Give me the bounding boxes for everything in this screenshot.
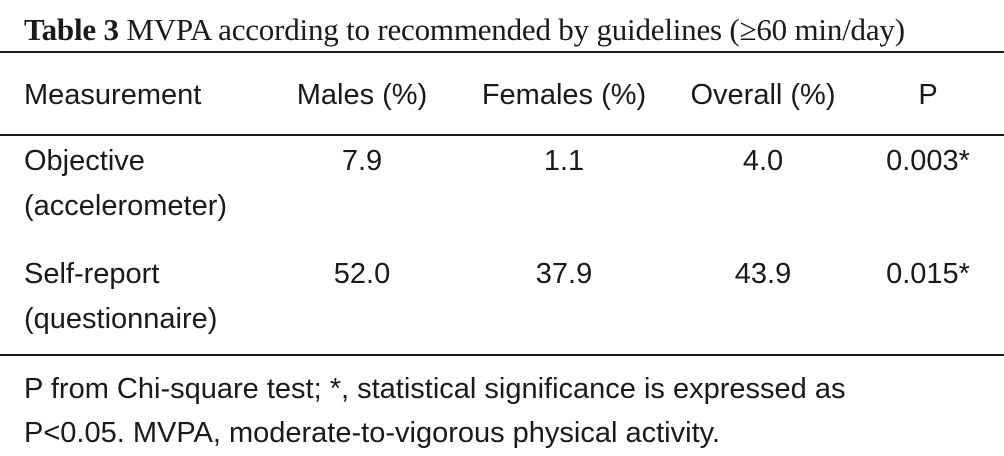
header-females: Females (%) (481, 79, 647, 111)
header-rule (0, 134, 1004, 136)
header-p: P (918, 79, 938, 111)
row-selfreport-females: 37.9 (535, 258, 593, 290)
footnote-line-1: P from Chi-square test; *, statistical s… (24, 373, 846, 405)
table-title: MVPA according to recommended by guideli… (126, 12, 905, 47)
row-selfreport-measurement: Self-report (24, 258, 160, 290)
row-selfreport-p: 0.015* (886, 258, 970, 290)
table-footnote: P from Chi-square test; *, statistical s… (24, 367, 994, 455)
row-objective-males: 7.9 (341, 145, 383, 177)
row-selfreport-males: 52.0 (333, 258, 391, 290)
row-selfreport-measurement-detail: (questionnaire) (24, 303, 218, 335)
row-objective-measurement: Objective (24, 145, 145, 177)
row-objective-overall: 4.0 (742, 145, 784, 177)
header-measurement: Measurement (24, 79, 202, 111)
top-rule (0, 51, 1004, 53)
row-objective-p: 0.003* (886, 145, 970, 177)
header-overall: Overall (%) (690, 79, 836, 111)
footnote-line-2: P<0.05. MVPA, moderate-to-vigorous physi… (24, 417, 721, 449)
table-caption: Table 3 MVPA according to recommended by… (24, 10, 905, 50)
table-label: Table 3 (24, 12, 119, 47)
row-objective-females: 1.1 (543, 145, 585, 177)
row-selfreport-overall: 43.9 (734, 258, 792, 290)
row-objective-measurement-detail: (accelerometer) (24, 190, 228, 222)
bottom-rule (0, 354, 1004, 356)
header-males: Males (%) (296, 79, 428, 111)
